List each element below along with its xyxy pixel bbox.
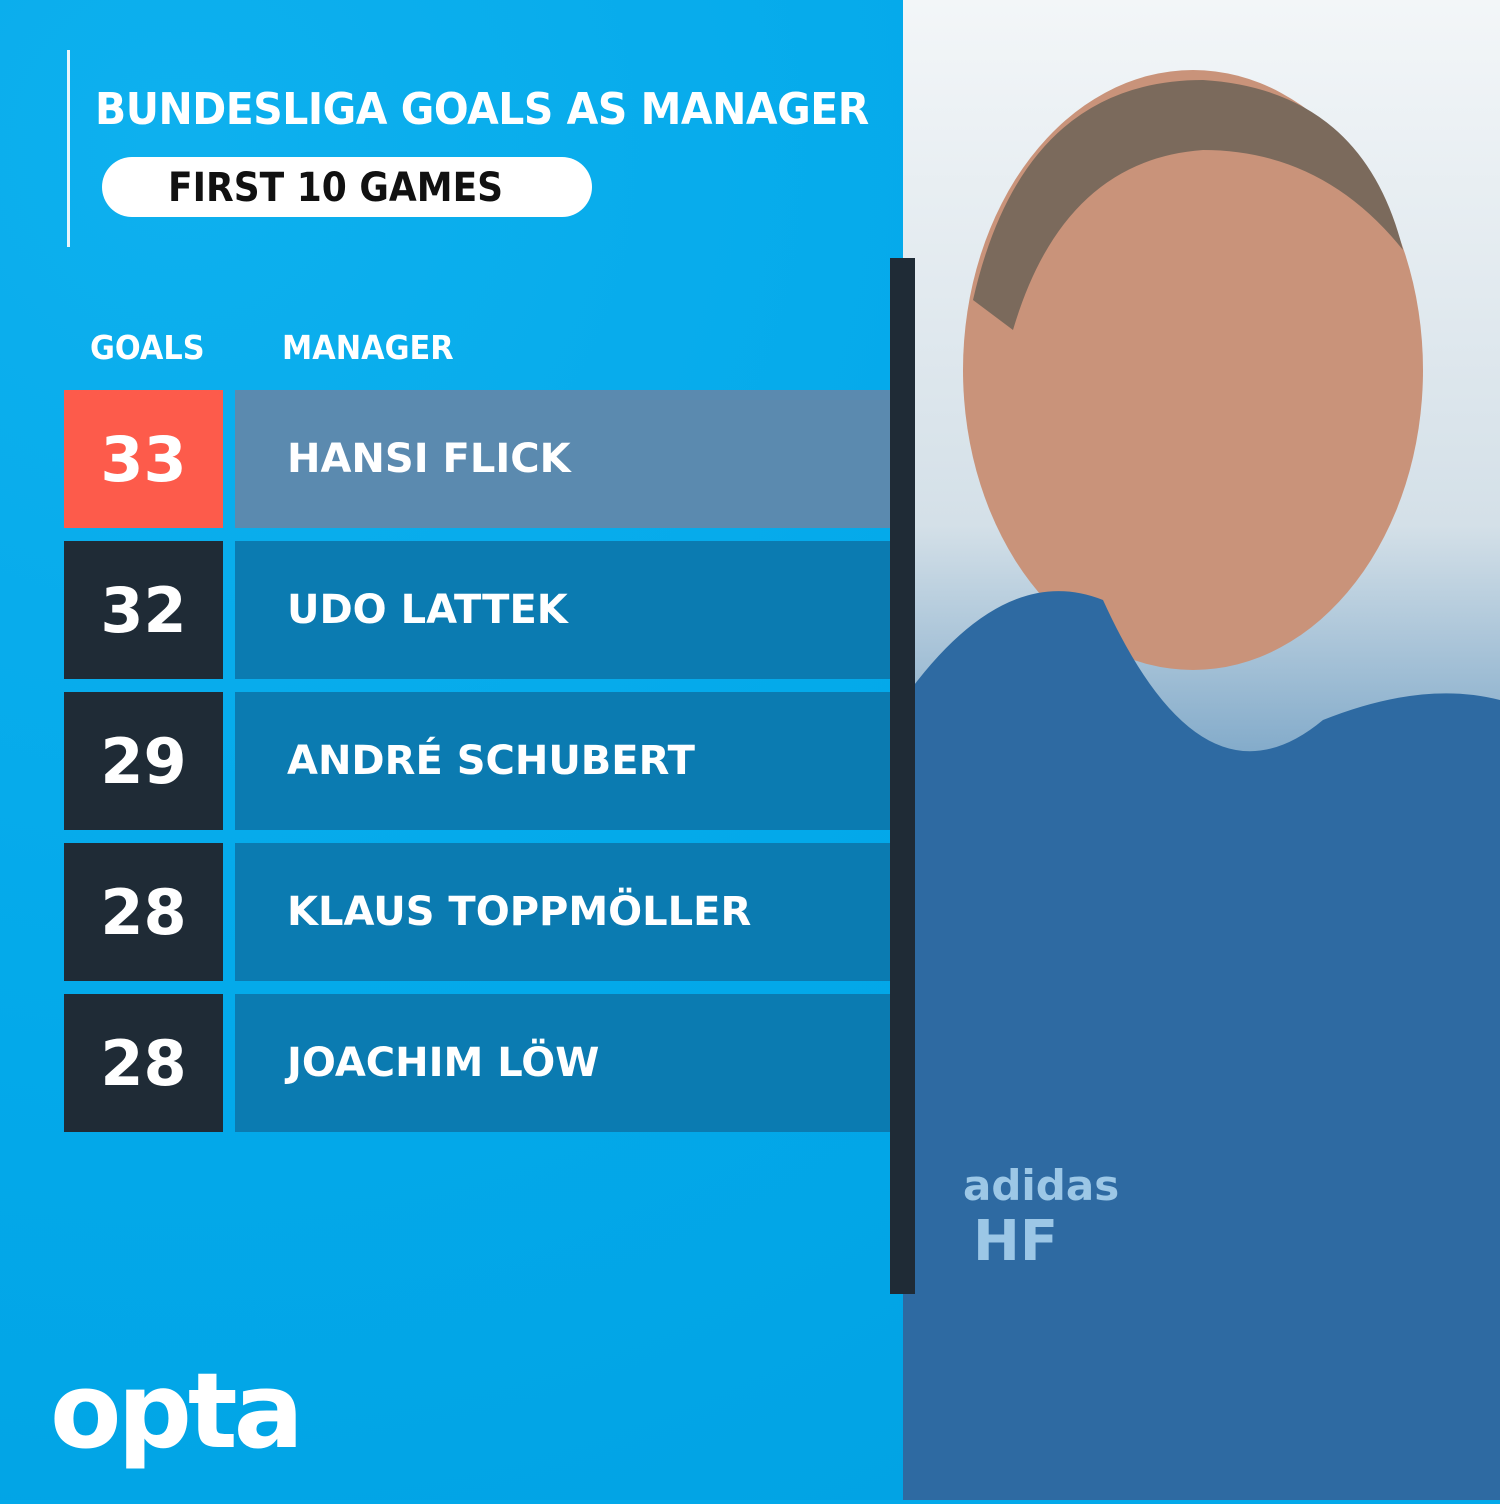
goals-cell: 32 <box>64 541 223 679</box>
divider-bar <box>890 258 915 1294</box>
manager-portrait-illustration: adidas HF <box>903 70 1500 1500</box>
opta-logo: opta <box>50 1350 304 1472</box>
table-row: 33 HANSI FLICK <box>64 390 890 528</box>
goals-cell: 29 <box>64 692 223 830</box>
goals-cell: 28 <box>64 843 223 981</box>
table-row: 28 KLAUS TOPPMÖLLER <box>64 843 890 981</box>
chart-subtitle: FIRST 10 GAMES <box>168 165 504 211</box>
column-header-goals: GOALS <box>90 328 205 367</box>
column-header-manager: MANAGER <box>282 328 454 367</box>
goals-cell: 28 <box>64 994 223 1132</box>
goals-cell: 33 <box>64 390 223 528</box>
chart-title: BUNDESLIGA GOALS AS MANAGER <box>95 84 869 135</box>
table-row: 28 JOACHIM LÖW <box>64 994 890 1132</box>
manager-cell: JOACHIM LÖW <box>235 994 890 1132</box>
manager-cell: UDO LATTEK <box>235 541 890 679</box>
manager-cell: ANDRÉ SCHUBERT <box>235 692 890 830</box>
title-accent-line <box>67 50 70 247</box>
subtitle-pill: FIRST 10 GAMES <box>102 157 592 217</box>
jacket-shape <box>903 591 1500 1500</box>
hair-shape <box>973 80 1403 330</box>
face-shape <box>963 70 1423 670</box>
jacket-brand-text: adidas <box>963 1161 1119 1210</box>
table-row: 29 ANDRÉ SCHUBERT <box>64 692 890 830</box>
manager-cell: KLAUS TOPPMÖLLER <box>235 843 890 981</box>
table-row: 32 UDO LATTEK <box>64 541 890 679</box>
manager-cell: HANSI FLICK <box>235 390 890 528</box>
jacket-initials-text: HF <box>973 1209 1058 1274</box>
manager-photo: adidas HF <box>903 0 1500 1500</box>
